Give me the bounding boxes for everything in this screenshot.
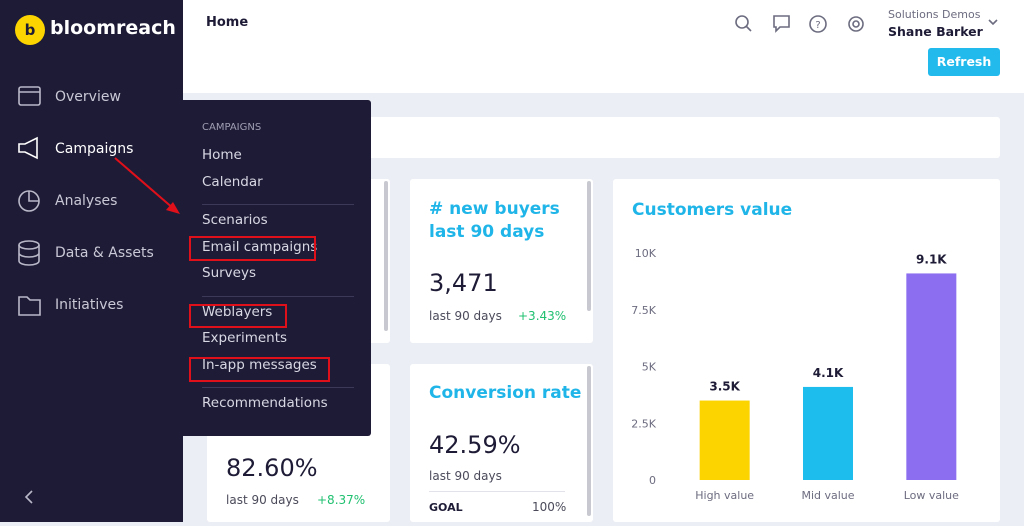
- nav-item[interactable]: Analyses: [55, 193, 118, 209]
- card: Conversion rate 42.59% last 90 days GOAL…: [410, 364, 593, 522]
- card-value: 82.60%: [226, 454, 318, 482]
- menu-item[interactable]: Experiments: [202, 330, 288, 346]
- x-tick-label: Mid value: [801, 489, 854, 502]
- y-tick-label: 7.5K: [631, 304, 656, 317]
- scrollbar: [384, 181, 388, 331]
- scrollbar: [587, 181, 591, 311]
- highlight-box: [189, 304, 287, 328]
- logo-icon: b: [15, 15, 45, 45]
- bar: [906, 273, 957, 480]
- highlight-box: [189, 357, 330, 382]
- nav-item[interactable]: Campaigns: [55, 141, 134, 157]
- menu-item[interactable]: Recommendations: [202, 395, 328, 411]
- card: # new buyers last 90 days 3,471 last 90 …: [410, 179, 593, 343]
- sidebar: b bloomreach Overview Campaigns Analyses…: [0, 0, 183, 522]
- chart: Customers value 0 2.5K 5K 7.5K 10K High value…: [631, 200, 959, 502]
- menu-item[interactable]: Scenarios: [202, 212, 268, 228]
- menu-item[interactable]: Email campaigns: [202, 238, 318, 255]
- nav-item[interactable]: Initiatives: [55, 297, 124, 313]
- logo[interactable]: bloomreach: [50, 17, 176, 39]
- menu-item[interactable]: In-app messages: [202, 356, 317, 373]
- top-bar: Home ? Solutions Demos Shane Barker Refr…: [183, 0, 1024, 93]
- card-change: +3.43%: [518, 309, 567, 323]
- user-name[interactable]: Shane Barker: [888, 24, 983, 39]
- data-label: 3.5K: [709, 380, 740, 394]
- card-value: 3,471: [429, 269, 498, 297]
- card-change: +8.37%: [317, 493, 366, 507]
- goal-label: GOAL: [429, 501, 463, 514]
- card-title: # new buyers last 90 days: [429, 199, 560, 242]
- menu-separator: [202, 387, 354, 388]
- scrollbar: [587, 366, 591, 516]
- data-label: 4.1K: [813, 366, 844, 380]
- collapse-button[interactable]: [22, 489, 38, 505]
- header-icons: ?: [735, 15, 998, 33]
- org-name[interactable]: Solutions Demos: [888, 8, 981, 21]
- y-tick-label: 0: [649, 474, 656, 487]
- svg-text:b: b: [25, 21, 36, 39]
- highlight-box: [189, 236, 316, 261]
- menu-item[interactable]: Weblayers: [202, 303, 273, 320]
- menu-item[interactable]: Surveys: [202, 265, 256, 281]
- y-tick-label: 5K: [642, 361, 657, 374]
- menu-separator: [202, 204, 354, 205]
- arrow: [114, 157, 180, 214]
- x-tick-label: Low value: [904, 489, 959, 502]
- goal-value: 100%: [532, 500, 567, 514]
- card-period: last 90 days: [429, 309, 502, 323]
- card-title: Conversion rate: [429, 383, 582, 403]
- y-tick-label: 10K: [635, 247, 657, 260]
- chart-title: Customers value: [632, 200, 792, 220]
- svg-text:?: ?: [815, 20, 820, 31]
- campaigns-menu: CAMPAIGNS Home Calendar Scenarios Email cam…: [183, 100, 371, 436]
- bar: [803, 386, 853, 480]
- bar: [699, 400, 750, 480]
- divider: [429, 491, 565, 492]
- x-tick-label: High value: [695, 489, 754, 502]
- y-tick-label: 2.5K: [631, 417, 656, 430]
- menu-item[interactable]: Home: [202, 147, 242, 163]
- card-period: last 90 days: [226, 493, 299, 507]
- menu-heading: CAMPAIGNS: [202, 122, 262, 133]
- nav-item[interactable]: Data & Assets: [55, 245, 154, 261]
- card-value: 42.59%: [429, 431, 521, 459]
- menu-item[interactable]: Calendar: [202, 173, 263, 190]
- chart-card: Customers value 0 2.5K 5K 7.5K 10K High value…: [613, 179, 1000, 522]
- nav-item[interactable]: Overview: [55, 89, 121, 105]
- data-label: 9.1K: [916, 252, 947, 266]
- refresh-button[interactable]: Refresh: [928, 48, 1000, 76]
- page-title: Home: [206, 15, 249, 30]
- nav-icons: [18, 86, 41, 316]
- menu-separator: [202, 295, 354, 297]
- card-period: last 90 days: [429, 469, 502, 483]
